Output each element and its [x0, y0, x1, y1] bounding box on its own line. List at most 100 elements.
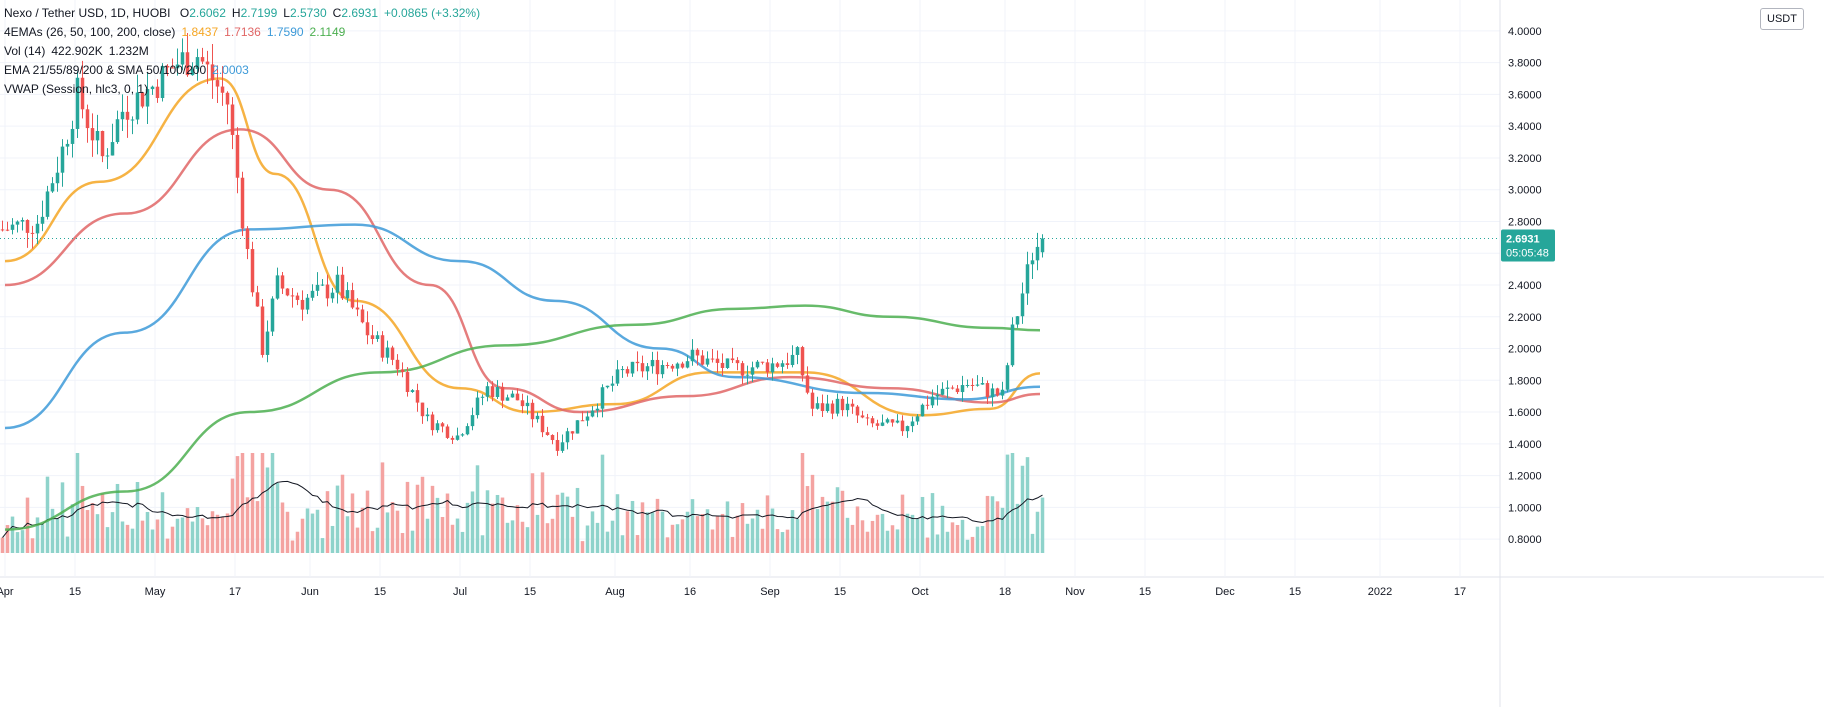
indicator-rows: 4EMAs (26, 50, 100, 200, close) 1.8437 1.7… — [4, 23, 486, 99]
volume-bar — [625, 511, 630, 553]
volume-bar — [260, 453, 265, 553]
symbol-title[interactable]: Nexo / Tether USD, 1D, HUOBI — [4, 6, 171, 20]
candle-body — [265, 331, 270, 355]
candle-body — [865, 417, 870, 419]
volume-bar — [745, 523, 750, 553]
time-tick-label: 15 — [374, 586, 386, 598]
volume-bar — [500, 497, 505, 553]
candle-body — [620, 369, 625, 371]
candle-body — [460, 434, 465, 436]
volume-bar — [695, 516, 700, 553]
candle-body — [675, 363, 680, 369]
indicator-row[interactable]: 4EMAs (26, 50, 100, 200, close) 1.8437 1.7… — [4, 23, 486, 42]
candle-body — [515, 393, 520, 401]
volume-bar — [565, 496, 570, 553]
candle-body — [320, 284, 325, 286]
volume-bar — [715, 516, 720, 553]
volume-bar — [750, 518, 755, 553]
candle-body — [210, 64, 215, 81]
candle-body — [565, 431, 570, 443]
volume-bar — [530, 473, 535, 553]
candle-body — [645, 366, 650, 372]
volume-bar — [220, 516, 225, 553]
last-price-value: 2.6931 — [1506, 233, 1540, 245]
indicator-value: 2.0003 — [212, 63, 249, 77]
candle-body — [430, 414, 435, 431]
volume-bar — [215, 514, 220, 553]
candle-body — [230, 104, 235, 135]
indicator-value: 1.7136 — [224, 25, 261, 39]
volume-bar — [460, 531, 465, 553]
volume-bar — [805, 486, 810, 553]
currency-unit-button[interactable]: USDT — [1760, 8, 1804, 30]
volume-bar — [175, 518, 180, 553]
candle-body — [820, 403, 825, 412]
time-axis[interactable]: Apr 15 May 17 Jun 15 Jul 15 Aug 16 Sep 15 Oct 18 Nov 15… — [0, 586, 1466, 598]
volume-bar — [825, 501, 830, 553]
candle-body — [880, 422, 885, 426]
ohlc-values: O2.6062 H2.7199 L2.5730 C2.6931 +0.0865 (+3.… — [180, 6, 486, 20]
volume-bar — [555, 494, 560, 553]
indicator-row[interactable]: Vol (14) 422.902K 1.232M — [4, 42, 486, 61]
candle-body — [735, 360, 740, 364]
candle-body — [375, 335, 380, 339]
volume-bar — [875, 514, 880, 553]
candle-body — [215, 80, 220, 87]
candle-body — [1015, 316, 1020, 325]
candle-body — [290, 295, 295, 297]
volume-bar — [10, 516, 15, 553]
volume-bar — [775, 529, 780, 553]
candle-body — [595, 408, 600, 411]
indicator-row[interactable]: EMA 21/55/89/200 & SMA 50/100/200 2.0003 — [4, 61, 486, 80]
volume-bar — [785, 529, 790, 553]
volume-bar — [735, 515, 740, 553]
price-tick-label: 4.0000 — [1508, 26, 1542, 38]
candle-body — [785, 363, 790, 365]
volume-bar — [475, 465, 480, 553]
candle-body — [425, 414, 430, 417]
volume-bar — [535, 514, 540, 553]
price-tick-label: 2.2000 — [1508, 312, 1542, 324]
volume-bar — [210, 511, 215, 553]
candle-body — [815, 403, 820, 409]
volume-bar — [995, 501, 1000, 553]
volume-bar — [545, 523, 550, 553]
volume-bar — [85, 510, 90, 553]
candle-body — [920, 404, 925, 417]
volume-bar — [910, 514, 915, 553]
candle-body — [285, 288, 290, 296]
volume-bars — [0, 453, 1045, 553]
time-tick-label: 17 — [1454, 586, 1466, 598]
indicator-row[interactable]: VWAP (Session, hlc3, 0, 1) — [4, 80, 486, 99]
candle-body — [705, 358, 710, 365]
candle-body — [990, 388, 995, 398]
volume-bar — [635, 535, 640, 553]
candle-body — [725, 358, 730, 368]
candle-body — [280, 275, 285, 289]
volume-bar — [225, 513, 230, 553]
indicator-label: EMA 21/55/89/200 & SMA 50/100/200 — [4, 63, 207, 77]
candle-body — [405, 372, 410, 393]
volume-bar — [550, 518, 555, 553]
price-tick-label: 3.2000 — [1508, 153, 1542, 165]
volume-bar — [580, 541, 585, 553]
candle-body — [655, 359, 660, 375]
volume-bar — [365, 490, 370, 553]
volume-bar — [645, 512, 650, 553]
indicator-label: Vol (14) — [4, 44, 46, 58]
candle-body — [370, 335, 375, 339]
volume-bar — [840, 490, 845, 553]
volume-bar — [1040, 497, 1045, 553]
volume-bar — [150, 529, 155, 553]
volume-bar — [110, 512, 115, 553]
candle-body — [525, 402, 530, 407]
candle-body — [720, 362, 725, 368]
volume-bar — [55, 518, 60, 553]
volume-bar — [1020, 465, 1025, 553]
volume-bar — [1010, 453, 1015, 553]
candle-body — [150, 86, 155, 90]
volume-bar — [590, 511, 595, 553]
candle-body — [395, 359, 400, 370]
volume-bar — [345, 516, 350, 553]
